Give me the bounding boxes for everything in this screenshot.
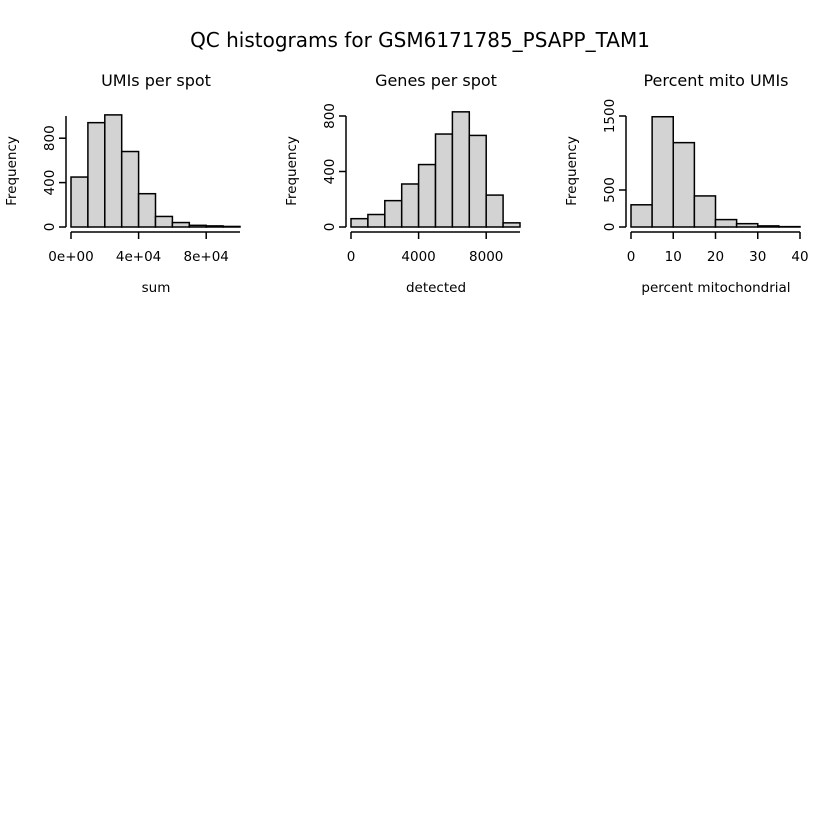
y-tick-label: 800 (322, 103, 338, 129)
histogram-bar (367, 213, 386, 228)
panel-title: Genes per spot (375, 71, 497, 90)
panel-title: UMIs per spot (101, 71, 211, 90)
histogram-bar (104, 114, 123, 228)
histogram-bar (651, 115, 674, 228)
histogram-bar (350, 217, 369, 228)
histogram-bar (205, 225, 224, 228)
histogram-bar (188, 224, 207, 228)
histogram-bar (630, 204, 653, 228)
panel-title: Percent mito UMIs (643, 71, 788, 90)
x-tick-label: 8e+04 (184, 249, 229, 265)
histogram-bar (468, 134, 487, 228)
y-tick-label: 400 (322, 159, 338, 185)
x-axis-label: percent mitochondrial (641, 280, 790, 296)
y-tick-label: 400 (42, 170, 58, 196)
histogram-bar (502, 222, 521, 228)
panel-genes-per-spot: Genes per spot detected Frequency 0 4000 8… (284, 71, 521, 296)
y-axis-label: Frequency (4, 136, 20, 206)
y-tick-label: 1500 (602, 99, 618, 133)
histogram-bar (693, 195, 717, 228)
histogram-bar (384, 199, 403, 228)
y-tick-label: 0 (602, 223, 618, 232)
histogram-bar (417, 163, 437, 228)
figure-title: QC histograms for GSM6171785_PSAPP_TAM1 (190, 28, 650, 52)
histogram-bar (400, 183, 420, 228)
histogram-bar (735, 222, 759, 228)
x-tick-label: 30 (749, 249, 766, 265)
x-tick-label: 0 (347, 249, 356, 265)
x-tick-label: 0 (627, 249, 636, 265)
y-tick-label: 0 (322, 223, 338, 232)
x-tick-label: 8000 (469, 249, 503, 265)
histogram-bar (70, 176, 89, 228)
x-tick-label: 4000 (401, 249, 435, 265)
x-axis-label: detected (406, 280, 466, 296)
y-tick-label: 0 (42, 223, 58, 232)
histogram-bar (222, 225, 241, 228)
x-tick-label: 40 (791, 249, 808, 265)
panel-umis-per-spot: UMIs per spot sum Frequency 0e+00 4e+04 8e… (4, 71, 241, 296)
histogram-bar (434, 133, 454, 228)
x-tick-label: 20 (707, 249, 724, 265)
y-tick-label: 500 (602, 177, 618, 203)
histogram-bar (154, 215, 174, 228)
x-tick-label: 0e+00 (48, 249, 93, 265)
histogram-bar (451, 111, 471, 228)
histogram-bar (757, 225, 780, 228)
histogram-bar (714, 218, 738, 228)
x-tick-label: 4e+04 (116, 249, 161, 265)
panel-percent-mito-umis: Percent mito UMIs percent mitochondrial … (564, 71, 809, 296)
y-tick-label: 800 (42, 125, 58, 151)
histogram-bar (672, 141, 696, 228)
x-tick-label: 10 (665, 249, 682, 265)
histogram-bar (485, 194, 504, 228)
histogram-bar (120, 150, 140, 228)
x-axis-label: sum (142, 280, 171, 296)
histogram-bar (171, 221, 191, 228)
y-axis-label: Frequency (284, 136, 300, 206)
histogram-bar (87, 121, 106, 228)
y-axis-label: Frequency (564, 136, 580, 206)
histogram-bar (137, 192, 157, 228)
